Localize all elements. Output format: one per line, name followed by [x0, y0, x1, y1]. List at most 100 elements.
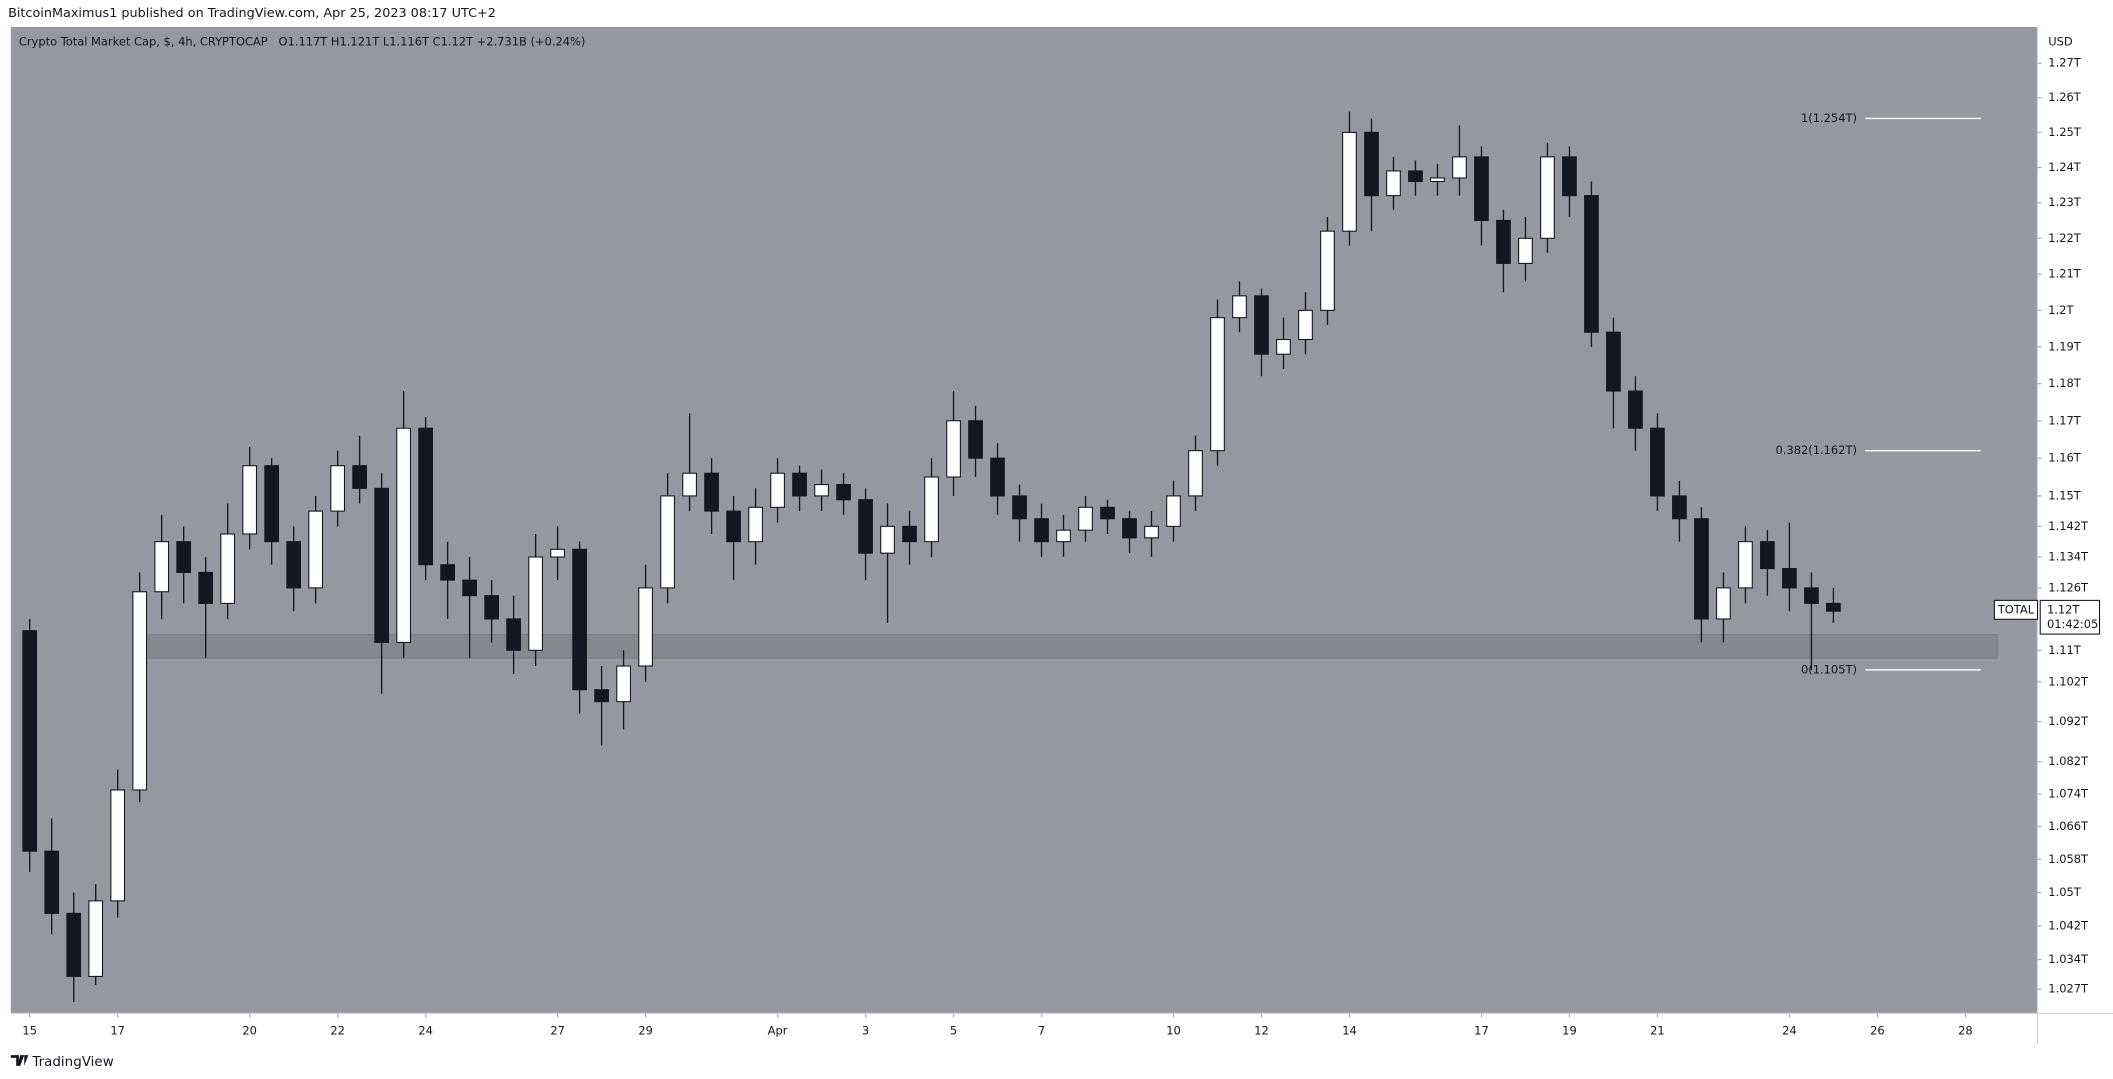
- x-tick-label: 15: [22, 1023, 37, 1037]
- y-tick-label: 1.2T: [2048, 303, 2074, 317]
- candle-body: [836, 484, 851, 501]
- y-tick-label: 1.092T: [2048, 714, 2089, 728]
- candle-body: [1320, 230, 1335, 311]
- y-tick-label: 1.126T: [2048, 580, 2089, 594]
- y-tick-label: 1.11T: [2048, 643, 2081, 657]
- candle-body: [286, 541, 302, 589]
- x-tick-label: 26: [1870, 1023, 1885, 1037]
- candle-body: [396, 427, 411, 643]
- y-tick-label: 1.027T: [2048, 982, 2089, 996]
- candle-body: [1452, 156, 1467, 179]
- x-tick-label: Apr: [768, 1023, 788, 1037]
- countdown-label: 01:42:05: [2047, 617, 2098, 631]
- price-label: 1.12T: [2047, 602, 2080, 616]
- y-tick-label: 1.082T: [2048, 754, 2089, 768]
- y-tick-label: 1.05T: [2048, 885, 2081, 899]
- y-tick-label: 1.102T: [2048, 674, 2089, 688]
- candle-body: [1474, 156, 1489, 222]
- candle-body: [176, 541, 192, 573]
- candle-body: [858, 499, 873, 554]
- y-tick-label: 1.058T: [2048, 852, 2089, 866]
- candle-body: [1782, 568, 1797, 589]
- candle-body: [726, 510, 741, 543]
- candle-body: [1122, 518, 1137, 539]
- overlay: 1(1.254T) 0.382(1.162T) 0(1.105T): [1776, 111, 1981, 676]
- candle-body: [220, 533, 236, 604]
- y-tick-label: 1.16T: [2048, 451, 2081, 465]
- x-tick-label: 5: [950, 1023, 957, 1037]
- y-tick-label: 1.142T: [2048, 519, 2089, 533]
- fib-label: 0(1.105T): [1801, 662, 1857, 676]
- y-tick-label: 1.074T: [2048, 787, 2089, 801]
- candle-body: [1034, 518, 1049, 543]
- candle-body: [1210, 317, 1225, 452]
- x-tick-label: 29: [638, 1023, 653, 1037]
- candle-body: [704, 472, 719, 512]
- candle-body: [506, 618, 521, 651]
- candle-body: [1298, 309, 1313, 341]
- symbol-label: TOTAL: [1997, 602, 2035, 616]
- candle-body: [418, 427, 433, 566]
- x-tick-label: 20: [242, 1023, 257, 1037]
- candle-body: [572, 548, 587, 691]
- y-tick-label: 1.26T: [2048, 90, 2081, 104]
- y-tick-label: 1.23T: [2048, 195, 2081, 209]
- y-tick-label: 1.034T: [2048, 952, 2089, 966]
- candle-body: [1518, 237, 1533, 264]
- candle-body: [924, 476, 939, 543]
- candle-body: [330, 465, 346, 512]
- candle-body: [990, 457, 1005, 497]
- candle-body: [528, 556, 543, 651]
- x-tick-label: 17: [110, 1023, 125, 1037]
- price-box: [2039, 599, 2101, 635]
- x-tick-label: 24: [1782, 1023, 1797, 1037]
- candle-body: [1562, 156, 1577, 197]
- x-tick-label: 10: [1166, 1023, 1181, 1037]
- candle-body: [1650, 427, 1665, 497]
- candle-body: [660, 495, 675, 589]
- candle-body: [814, 484, 829, 497]
- candle-body: [110, 789, 126, 902]
- candle-body: [1628, 390, 1643, 429]
- candle-body: [1188, 450, 1203, 497]
- candle-body: [1386, 170, 1401, 197]
- candle-body: [1584, 195, 1599, 333]
- candle-body: [352, 465, 368, 489]
- x-tick-label: 21: [1650, 1023, 1665, 1037]
- x-tick-label: 3: [862, 1023, 869, 1037]
- candle-body: [1408, 170, 1423, 183]
- published-line: BitcoinMaximus1 published on TradingView…: [8, 6, 496, 21]
- y-tick-label: 1.042T: [2048, 918, 2089, 932]
- candle-body: [154, 541, 170, 593]
- candle-body: [550, 548, 565, 558]
- y-tick-label: 1.25T: [2048, 125, 2081, 139]
- x-tick-label: 12: [1254, 1023, 1269, 1037]
- candle-body: [264, 465, 280, 543]
- x-tick-label: 27: [550, 1023, 565, 1037]
- candle-body: [1056, 529, 1071, 543]
- candle-body: [902, 525, 917, 543]
- plot: [22, 111, 1998, 1002]
- y-tick-label: 1.22T: [2048, 231, 2081, 245]
- candle-body: [792, 472, 807, 497]
- x-tick-label: 19: [1562, 1023, 1577, 1037]
- x-tick-label: 22: [330, 1023, 345, 1037]
- currency-label: USD: [2048, 34, 2073, 48]
- candle-body: [1166, 495, 1181, 527]
- candle-body: [44, 850, 60, 914]
- candle-body: [1672, 495, 1687, 520]
- candle-body: [308, 510, 324, 589]
- ohlc-legend: O1.117T H1.121T L1.116T C1.12T +2.731B (…: [279, 34, 586, 48]
- fib-label: 0.382(1.162T): [1776, 443, 1857, 457]
- candle-body: [1760, 541, 1775, 570]
- candle-body: [1540, 156, 1555, 239]
- candle-body: [1716, 587, 1731, 620]
- candle-body: [1826, 602, 1841, 612]
- candle-body: [66, 912, 82, 977]
- candle-body: [946, 420, 961, 478]
- chart-title: Crypto Total Market Cap, $, 4h, CRYPTOCA…: [19, 34, 268, 48]
- candle-body: [638, 587, 653, 667]
- candle-body: [440, 564, 455, 581]
- candle-body: [1276, 338, 1291, 355]
